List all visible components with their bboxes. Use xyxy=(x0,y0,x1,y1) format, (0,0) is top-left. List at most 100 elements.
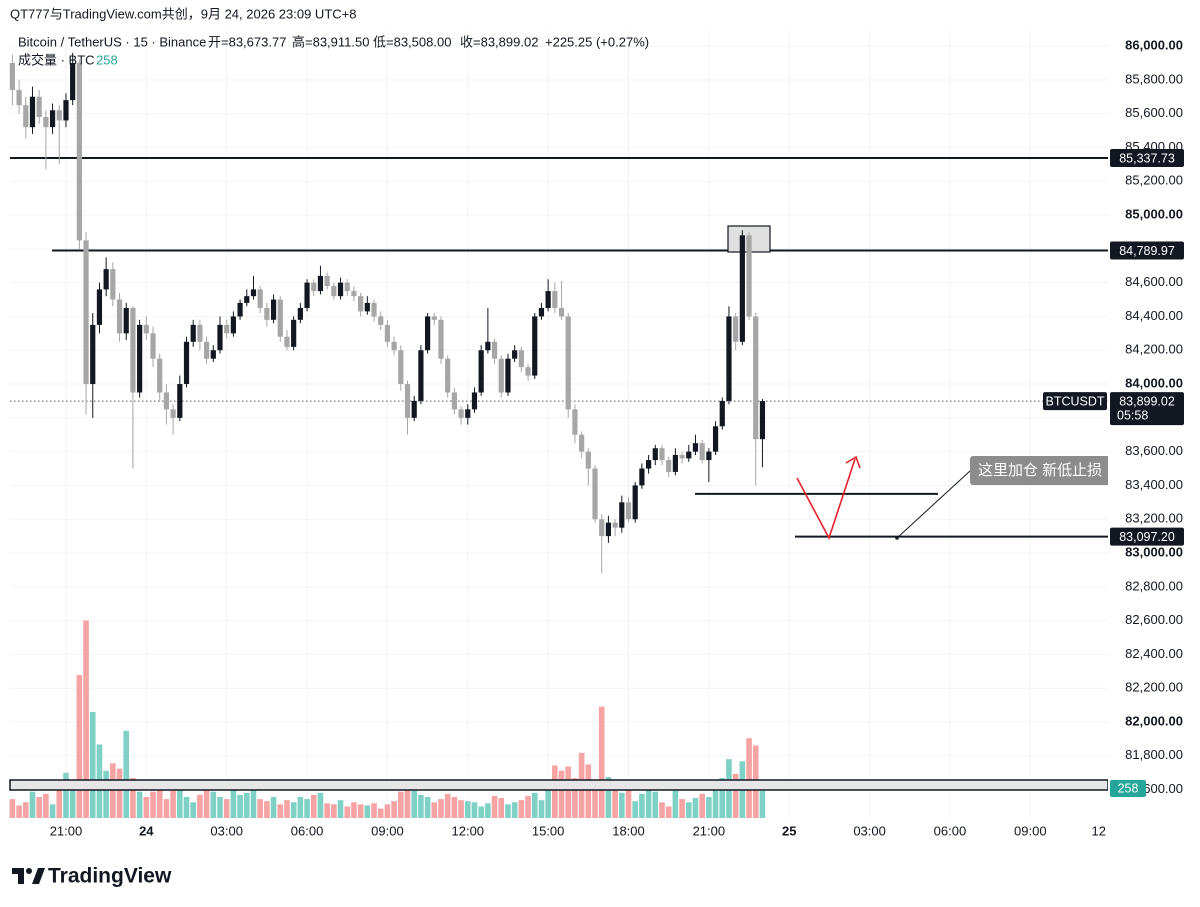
candle-body xyxy=(418,350,424,401)
volume-bar xyxy=(659,802,665,818)
volume-bar xyxy=(464,801,471,818)
watermark: QT777与TradingView.com共创，9月 24, 2026 23:0… xyxy=(10,6,356,21)
y-tick-label: 84,200.00 xyxy=(1125,342,1183,357)
y-tick-label: 84,600.00 xyxy=(1125,274,1183,289)
candle-body xyxy=(404,384,411,418)
candle-body xyxy=(90,324,96,385)
legend-item: 高=83,911.50 xyxy=(292,34,369,49)
candle-body xyxy=(485,341,491,351)
candle-body xyxy=(411,400,417,418)
candle-body xyxy=(465,409,471,418)
x-tick-label: 09:00 xyxy=(371,823,404,838)
volume-bar xyxy=(759,790,766,818)
volume-bar xyxy=(49,804,56,818)
candle-body xyxy=(599,519,605,537)
candle-body xyxy=(244,296,250,303)
candle-body xyxy=(317,275,324,292)
candle-body xyxy=(384,324,391,342)
candle-body xyxy=(572,409,578,435)
candle-body xyxy=(170,409,176,418)
candle-body xyxy=(344,282,350,292)
candle-body xyxy=(491,341,498,359)
legend-item: 收=83,899.02 xyxy=(460,34,538,49)
candle-body xyxy=(471,392,478,410)
candle-body xyxy=(83,240,89,385)
candle-body xyxy=(203,341,210,359)
volume-bar xyxy=(458,800,464,818)
volume-bar xyxy=(130,778,136,818)
volume-bar xyxy=(498,798,505,818)
volume-legend: 成交量 · BTC xyxy=(18,52,95,67)
candle-body xyxy=(552,291,558,308)
volume-tag xyxy=(1110,780,1146,797)
y-tick-label: 82,800.00 xyxy=(1125,578,1183,593)
grid xyxy=(10,30,1108,818)
volume-bar xyxy=(558,770,565,818)
volume-bar xyxy=(270,796,277,818)
candle-body xyxy=(217,324,223,351)
volume-bar xyxy=(692,798,699,818)
price-tag-label: 83,899.02 xyxy=(1119,394,1175,408)
candle-body xyxy=(264,307,270,320)
volume-bar xyxy=(297,796,304,818)
callout-box xyxy=(970,456,1120,485)
y-tick-label: 85,600.00 xyxy=(1125,105,1183,120)
volume-bar xyxy=(565,766,572,818)
volume-bar xyxy=(491,795,498,818)
volume-bar xyxy=(190,802,197,818)
candle-body xyxy=(123,307,129,334)
candle-body xyxy=(565,316,571,410)
candle-body xyxy=(16,89,22,106)
volume-bar xyxy=(485,803,491,818)
candle-body xyxy=(639,468,645,486)
candle-body xyxy=(76,62,82,241)
candle-body xyxy=(733,316,739,342)
candle-body xyxy=(43,117,49,128)
y-tick-label: 83,600.00 xyxy=(1125,443,1183,458)
candle-body xyxy=(177,384,183,418)
candle-body xyxy=(183,341,190,385)
candle-body xyxy=(70,62,76,101)
candle-body xyxy=(150,333,156,359)
volume-bar xyxy=(284,800,290,818)
candle-body xyxy=(666,460,672,472)
volume-bar xyxy=(605,777,612,818)
volume-bar xyxy=(746,738,752,818)
candle-body xyxy=(250,289,257,297)
volume-bar xyxy=(230,786,237,818)
x-tick-label: 25 xyxy=(782,823,796,838)
y-tick-label: 85,000.00 xyxy=(1125,206,1183,221)
candle-body xyxy=(364,302,370,312)
candle-body xyxy=(746,235,752,317)
volume-bar xyxy=(43,793,49,818)
candle-body xyxy=(498,358,504,393)
candle-body xyxy=(378,316,384,325)
candle-body xyxy=(157,358,163,393)
candle-body xyxy=(197,324,203,342)
candle-body xyxy=(585,451,591,469)
candle-body xyxy=(371,302,377,317)
volume-bar xyxy=(612,787,618,818)
candle-body xyxy=(36,96,42,118)
volume-bar xyxy=(136,791,143,818)
x-tick-label: 03:00 xyxy=(210,823,243,838)
x-tick-label: 24 xyxy=(139,823,154,838)
volume-bar xyxy=(471,802,478,818)
candle-body xyxy=(9,62,15,90)
time-axis: 21:00 24 03:00 06:00 09:00 12:00 15:00 18:00 21:… xyxy=(50,823,1106,838)
volume-bar xyxy=(525,795,531,818)
volume-bar xyxy=(324,803,330,818)
callout-anchor xyxy=(895,536,899,540)
candle-body xyxy=(518,350,524,368)
level-tag-label: 84,789.97 xyxy=(1119,244,1175,258)
volume-bar xyxy=(598,706,605,818)
candle-body xyxy=(739,235,745,342)
brand-logo: TradingView xyxy=(12,865,172,888)
candle-body xyxy=(224,324,230,334)
candle-body xyxy=(96,289,103,325)
candle-body xyxy=(63,100,69,121)
candle-body xyxy=(538,307,545,317)
volume-bar xyxy=(424,796,431,818)
volume-bar xyxy=(706,796,712,818)
candle-body xyxy=(56,110,62,121)
